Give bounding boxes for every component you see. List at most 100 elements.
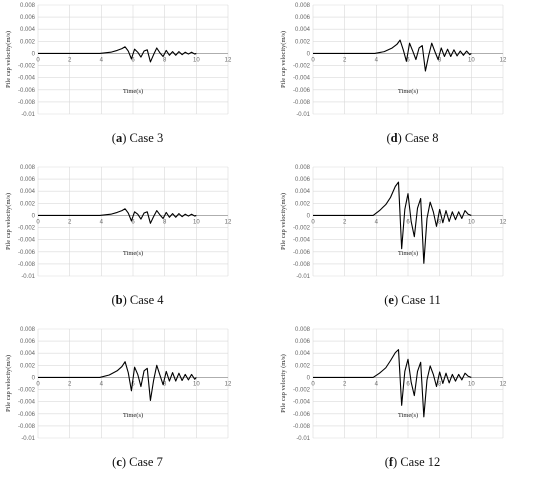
panel-f: 0.008 0.006 0.004 0.002 0 -0.002 -0.004 -0.006-… xyxy=(275,324,550,482)
y-tick-label: 0.004 xyxy=(295,27,311,33)
x-tick-label: 8 xyxy=(438,381,442,387)
y-tick-label: -0.006 xyxy=(293,250,311,256)
caption: (c) Case 7 xyxy=(112,455,163,469)
y-tick-label: 0 xyxy=(307,213,311,219)
y-tick-label: 0.002 xyxy=(295,363,311,369)
x-tick-label: 12 xyxy=(225,381,232,387)
y-tick-label: -0.01 xyxy=(21,112,35,118)
y-tick-label: -0.004 xyxy=(293,400,311,406)
chart-svg: 0.0080.0060.0040.0020-0.002-0.004-0.006-… xyxy=(280,165,507,280)
x-tick-label: 2 xyxy=(343,381,347,387)
x-tick-label: 6 xyxy=(406,219,410,225)
y-tick-label: 0 xyxy=(32,51,36,57)
y-tick-label: 0.008 xyxy=(295,327,311,333)
y-tick-label: 0.004 xyxy=(20,351,36,357)
x-axis-label: Time(s) xyxy=(398,88,418,95)
panel-b: 0.008 0.006 0.004 0.002 0 -0.002 -0.004 -0.006-… xyxy=(0,162,275,320)
series-line xyxy=(38,208,197,224)
y-tick-label: 0.004 xyxy=(295,351,311,357)
x-tick-label: 12 xyxy=(500,381,507,387)
caption-text: Case 11 xyxy=(401,293,441,307)
x-tick-label: 12 xyxy=(225,219,232,225)
panel-e: 0.008 0.006 0.004 0.002 0 -0.002 -0.004 -0.006-… xyxy=(275,162,550,320)
x-tick-label: 4 xyxy=(100,57,104,63)
y-tick-label: -0.002 xyxy=(293,226,311,232)
y-tick-label: 0.006 xyxy=(295,15,311,21)
panel-d: 0.008 0.006 0.004 0.002 0 -0.002 -0.004 -0.006-… xyxy=(275,0,550,158)
panel-c: 0.008 0.006 0.004 0.002 0 -0.002 -0.004 -0.006-… xyxy=(0,324,275,482)
y-tick-label: -0.006 xyxy=(18,250,36,256)
caption-text: Case 3 xyxy=(129,131,164,145)
caption-letter: a xyxy=(115,131,123,145)
x-tick-label: 4 xyxy=(375,219,379,225)
chart-svg: 0.0080.0060.0040.0020-0.002-0.004-0.006-… xyxy=(5,327,232,442)
y-tick-label: -0.004 xyxy=(18,400,36,406)
x-tick-label: 0 xyxy=(36,57,40,63)
y-tick-label: 0.008 xyxy=(20,3,36,9)
caption-letter: d xyxy=(390,131,398,145)
x-tick-label: 12 xyxy=(225,57,232,63)
x-tick-label: 4 xyxy=(100,219,104,225)
x-tick-label: 4 xyxy=(100,381,104,387)
x-tick-label: 10 xyxy=(468,219,475,225)
caption-text: Case 12 xyxy=(400,455,441,469)
caption: (d) Case 8 xyxy=(386,131,439,145)
y-tick-label: -0.01 xyxy=(296,112,310,118)
x-tick-label: 10 xyxy=(468,57,475,63)
y-tick-label: -0.008 xyxy=(293,424,311,430)
x-tick-label: 8 xyxy=(438,57,442,63)
x-tick-label: 8 xyxy=(163,219,167,225)
x-tick-label: 2 xyxy=(68,57,72,63)
x-tick-label: 8 xyxy=(438,219,442,225)
caption: (f) Case 12 xyxy=(384,455,441,469)
chart-svg: 0.0080.0060.0040.0020-0.002-0.004-0.006-… xyxy=(280,3,507,118)
caption-text: Case 8 xyxy=(404,131,439,145)
y-tick-label: -0.008 xyxy=(18,424,36,430)
y-tick-label: 0.008 xyxy=(20,327,36,333)
caption-letter: e xyxy=(388,293,394,307)
y-tick-label: -0.01 xyxy=(296,436,310,442)
x-tick-label: 10 xyxy=(193,219,200,225)
x-tick-label: 2 xyxy=(343,57,347,63)
y-tick-label: -0.006 xyxy=(293,88,311,94)
y-tick-label: -0.008 xyxy=(293,100,311,106)
y-tick-label: 0 xyxy=(32,213,36,219)
y-tick-label: 0.008 xyxy=(20,165,36,171)
chart-svg: 0.0080.0060.0040.0020-0.002-0.004-0.006-… xyxy=(5,165,232,280)
x-tick-label: 0 xyxy=(36,219,40,225)
caption-text: Case 4 xyxy=(129,293,164,307)
caption-letter: c xyxy=(116,455,122,469)
y-tick-label: -0.002 xyxy=(18,388,36,394)
y-tick-label: -0.01 xyxy=(296,274,310,280)
x-axis-label: Time(s) xyxy=(398,250,418,257)
y-tick-label: 0 xyxy=(307,375,311,381)
x-tick-label: 2 xyxy=(68,219,72,225)
caption: (a) Case 3 xyxy=(111,131,164,145)
y-tick-label: -0.008 xyxy=(18,100,36,106)
y-tick-label: 0.002 xyxy=(20,363,36,369)
x-tick-label: 0 xyxy=(36,381,40,387)
series-line xyxy=(313,39,472,72)
caption-letter: f xyxy=(388,455,394,469)
y-tick-label: 0.006 xyxy=(20,177,36,183)
series-line xyxy=(313,349,472,418)
y-tick-label: 0.006 xyxy=(20,339,36,345)
y-axis-label: Pile cap velocity (m/s) xyxy=(280,354,287,413)
y-tick-label: -0.01 xyxy=(21,274,35,280)
x-tick-label: 10 xyxy=(193,381,200,387)
y-tick-label: -0.002 xyxy=(18,226,36,232)
y-tick-label: 0.004 xyxy=(20,27,36,33)
y-tick-label: -0.002 xyxy=(293,64,311,70)
x-tick-label: 8 xyxy=(163,57,167,63)
y-tick-label: 0.006 xyxy=(295,339,311,345)
y-axis-label: Pile cap velocity(m/s) xyxy=(280,31,287,88)
x-axis-label: Time(s) xyxy=(123,412,143,419)
panel-a: 0.008 0.006 0.004 0.002 0 -0.002 -0.004 -0.006-… xyxy=(0,0,275,158)
y-tick-label: 0.008 xyxy=(295,3,311,9)
y-tick-label: -0.008 xyxy=(293,262,311,268)
series-line xyxy=(313,181,472,264)
y-tick-label: -0.008 xyxy=(18,262,36,268)
y-tick-label: 0.002 xyxy=(20,201,36,207)
x-tick-label: 10 xyxy=(193,57,200,63)
x-tick-label: 12 xyxy=(500,57,507,63)
